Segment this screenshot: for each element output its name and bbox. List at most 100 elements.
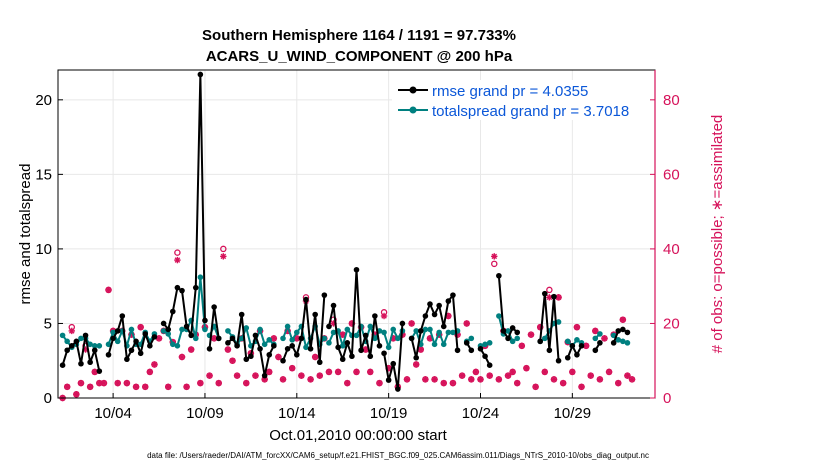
obs-assimilated-point xyxy=(142,383,149,391)
rmse-point xyxy=(128,347,135,354)
obs-assimilated-point xyxy=(63,383,71,391)
rmse-point xyxy=(514,329,521,336)
obs-assimilated-point xyxy=(187,346,195,353)
rmse-point xyxy=(344,340,351,346)
rmse-point xyxy=(289,343,296,349)
y-axis-right-label: # of obs: o=possible; ∗=assimilated xyxy=(709,115,726,354)
obs-assimilated-point xyxy=(569,368,576,376)
totalspread-point xyxy=(574,337,580,343)
rmse-point xyxy=(316,359,323,366)
obs-assimilated-point xyxy=(197,379,204,387)
obs-assimilated-point xyxy=(523,364,530,372)
obs-assimilated-point xyxy=(518,342,526,350)
rmse-series-line xyxy=(410,294,459,359)
y-left-tick-label: 20 xyxy=(35,92,52,109)
totalspread-point xyxy=(339,343,346,349)
obs-assimilated-point xyxy=(559,379,567,387)
rmse-point xyxy=(170,308,176,315)
data-series xyxy=(59,71,631,392)
rmse-point xyxy=(248,353,254,360)
obs-assimilated-point xyxy=(413,361,420,368)
totalspread-point xyxy=(514,335,521,342)
obs-assimilated-point xyxy=(215,379,222,387)
y-axis-left-label: rmse and totalspread xyxy=(17,164,34,305)
totalspread-point xyxy=(330,329,337,336)
totalspread-point xyxy=(87,341,93,348)
chart-title-line2: ACARS_U_WIND_COMPONENT @ 200 hPa xyxy=(206,48,513,65)
rmse-point xyxy=(243,356,250,363)
rmse-point xyxy=(422,313,429,319)
y-right-tick-label: 40 xyxy=(663,241,680,258)
rmse-series-line xyxy=(327,268,381,361)
rmse-point xyxy=(87,359,93,366)
obs-assimilated-point xyxy=(344,379,351,387)
rmse-point xyxy=(312,311,318,318)
obs-assimilated-point xyxy=(615,379,622,387)
rmse-point xyxy=(78,360,84,367)
obs-assimilated-point xyxy=(431,376,438,383)
rmse-point xyxy=(362,332,369,339)
obs-assimilated-point xyxy=(77,379,85,387)
totalspread-point xyxy=(96,343,103,349)
x-tick-label: 10/19 xyxy=(370,405,408,422)
obs-assimilated-point xyxy=(417,346,424,353)
obs-assimilated-point xyxy=(174,256,181,264)
obs-assimilated-point xyxy=(105,286,112,294)
obs-assimilated-point xyxy=(527,331,535,338)
obs-assimilated-point xyxy=(220,253,227,260)
totalspread-point xyxy=(468,335,475,342)
rmse-point xyxy=(124,356,130,363)
totalspread-point xyxy=(225,328,231,334)
y-right-tick-label: 20 xyxy=(663,315,680,332)
totalspread-point xyxy=(482,341,488,348)
legend-rmse-marker xyxy=(409,86,417,94)
legend-rmse-label: rmse grand pr = 4.0355 xyxy=(432,83,588,100)
obs-assimilated-point xyxy=(628,376,636,383)
rmse-point xyxy=(284,346,291,352)
obs-assimilated-point xyxy=(275,353,282,361)
rmse-point xyxy=(624,329,631,336)
rmse-point xyxy=(564,354,571,361)
rmse-point xyxy=(597,340,603,346)
rmse-point xyxy=(225,340,231,346)
x-tick-label: 10/24 xyxy=(462,405,500,422)
rmse-point xyxy=(261,372,268,379)
totalspread-point xyxy=(174,343,181,349)
totalspread-point xyxy=(486,340,493,346)
totalspread-point xyxy=(353,332,360,339)
rmse-point xyxy=(160,320,167,327)
rmse-point xyxy=(179,287,185,294)
obs-assimilated-point xyxy=(596,376,604,383)
rmse-point xyxy=(202,317,208,324)
totalspread-point xyxy=(496,313,502,319)
rmse-point xyxy=(574,351,580,358)
totalspread-point xyxy=(381,329,387,336)
obs-assimilated-point xyxy=(252,372,259,379)
obs-assimilated-point xyxy=(440,379,447,387)
rmse-point xyxy=(445,298,452,304)
totalspread-point xyxy=(289,337,296,343)
totalspread-point xyxy=(110,329,116,336)
totalspread-point xyxy=(64,338,70,345)
rmse-point xyxy=(73,338,80,345)
rmse-point xyxy=(137,350,144,357)
rmse-point xyxy=(615,328,622,334)
obs-possible-point xyxy=(174,249,181,256)
rmse-point xyxy=(454,347,461,354)
y-left-tick-label: 10 xyxy=(35,241,52,258)
rmse-point xyxy=(105,351,112,358)
rmse-point xyxy=(399,320,406,327)
rmse-point xyxy=(238,311,245,318)
totalspread-point xyxy=(597,331,603,337)
totalspread-point xyxy=(59,332,66,339)
obs-assimilated-point xyxy=(155,335,163,342)
obs-possible-point xyxy=(546,286,553,294)
rmse-point xyxy=(174,284,181,291)
totalspread-point xyxy=(266,337,273,343)
legend-spread-label: totalspread grand pr = 3.7018 xyxy=(432,103,629,120)
obs-assimilated-point xyxy=(68,327,75,335)
rmse-point xyxy=(271,343,277,349)
obs-assimilated-point xyxy=(298,372,305,379)
obs-assimilated-point xyxy=(468,376,475,383)
